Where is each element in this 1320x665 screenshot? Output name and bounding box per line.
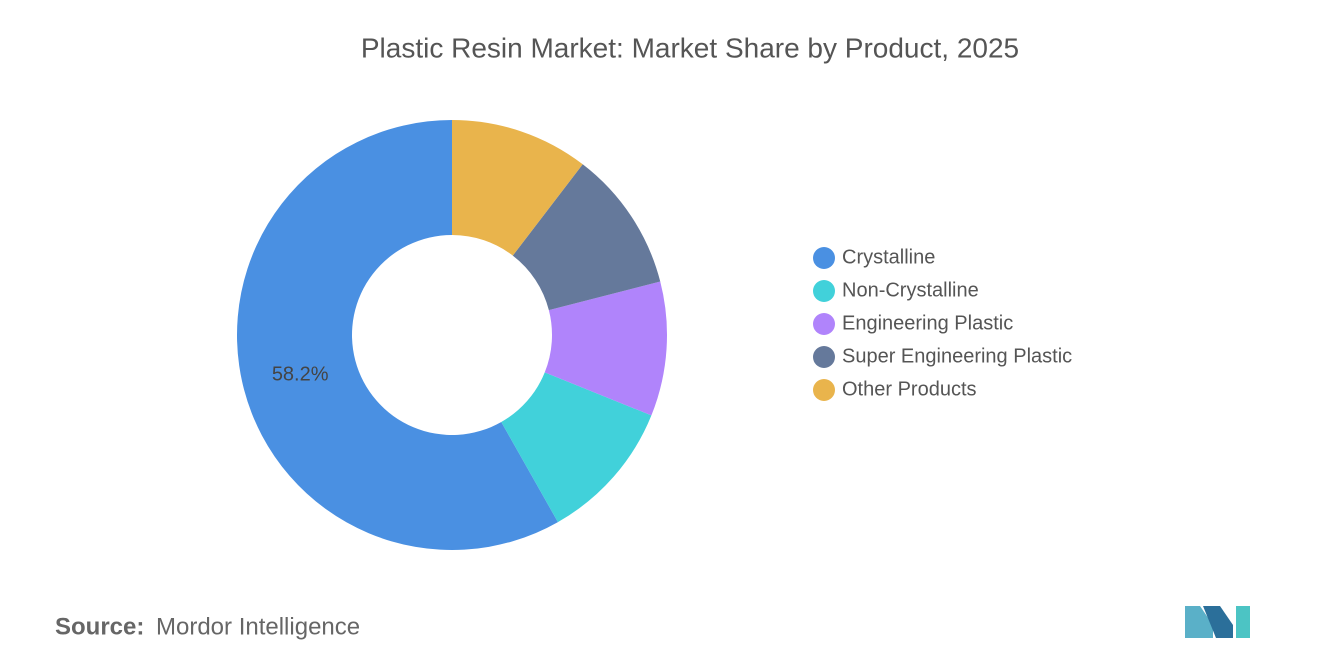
donut-slice	[236, 120, 558, 550]
donut-slice	[512, 164, 661, 311]
donut-slice	[452, 120, 583, 256]
source: Mordor Intelligence	[156, 613, 360, 640]
legend-label: Other Products	[842, 378, 977, 400]
legend-label: Super Engineering Plastic	[842, 345, 1072, 367]
legend-marker	[813, 346, 835, 368]
legend-label: Non-Crystalline	[842, 279, 979, 301]
legend-label: Crystalline	[842, 246, 935, 268]
data-label: 58.2%	[272, 363, 329, 385]
legend-marker	[813, 280, 835, 302]
legend-marker	[813, 313, 835, 335]
legend-marker	[813, 379, 835, 401]
logo	[1185, 606, 1250, 638]
source-label: Source:	[55, 613, 144, 640]
chart-title: Plastic Resin Market: Market Share by Pr…	[361, 32, 1019, 63]
donut-slice	[544, 281, 667, 416]
legend-marker	[813, 247, 835, 269]
legend-label: Engineering Plastic	[842, 312, 1013, 334]
donut-slice	[501, 372, 652, 523]
